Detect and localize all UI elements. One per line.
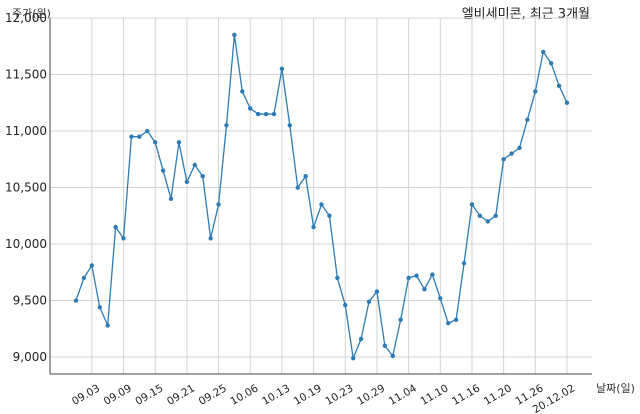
data-point [160,168,166,173]
data-point [279,66,285,72]
data-point [398,317,403,322]
x-tick-label: 11.16 [450,382,482,408]
data-point [248,106,253,111]
data-point [564,100,570,105]
data-point [271,111,277,117]
data-point [548,61,554,66]
y-tick-label: 12,000 [5,11,47,25]
y-tick-label: 9,500 [13,294,47,308]
data-point [533,89,538,94]
data-point [97,305,102,310]
data-point [152,140,158,145]
x-tick-label: 09.21 [165,382,197,407]
x-tick-label: 10.13 [260,382,292,407]
x-tick-label: 10.06 [228,382,260,408]
y-axis-label: 주가(원) [12,7,51,20]
data-point [501,157,506,162]
data-point [232,32,237,38]
y-tick-label: 11,500 [5,68,47,82]
data-point [73,298,79,303]
data-point [81,275,87,281]
x-tick-label: 11.20 [482,382,514,407]
data-point [129,134,134,139]
chart-title: 엘비세미콘, 최근 3개월 [462,7,590,22]
data-point [556,83,562,89]
x-axis-ticks: 09.03 09.09 09.15 09.21 09.25 10.06 10.13 10.19… [70,382,577,414]
data-point [113,224,118,230]
data-point [303,174,308,179]
series-price [73,32,570,361]
data-point [184,179,190,185]
x-tick-label: 09.03 [70,382,102,407]
data-point [240,89,245,94]
y-tick-label: 10,500 [5,181,47,195]
data-point [327,213,332,218]
data-point [406,275,411,281]
data-point [263,111,269,117]
y-axis-ticks: 12,000 11,500 11,000 10,500 10,000 9,500 9,000 [5,11,47,364]
data-point [493,213,498,218]
x-tick-label: 11.04 [387,382,419,408]
y-tick-label: 10,000 [5,237,47,251]
x-tick-label: 09.15 [133,382,165,407]
data-point [208,236,213,241]
x-tick-label: 11.10 [418,382,450,407]
grid [50,17,592,374]
x-tick-label: 10.29 [355,382,387,407]
data-point [461,261,467,266]
data-point [200,174,205,179]
data-point [414,273,419,278]
data-point [255,111,261,117]
data-point [192,162,197,168]
data-point [541,49,546,55]
data-point [105,323,110,328]
y-tick-label: 11,000 [5,124,47,138]
x-tick-label: 09.09 [102,382,134,407]
data-point [121,236,126,241]
data-point [438,296,443,301]
data-point [366,299,372,304]
data-point [469,202,475,207]
data-point [525,117,530,122]
data-point [311,224,316,230]
data-point [477,213,483,218]
y-tick-label: 9,000 [13,350,47,364]
data-point [430,272,435,277]
x-tick-label: 10.23 [323,382,355,407]
data-point [453,317,459,322]
data-point [509,151,514,156]
axes [49,18,592,375]
data-point [446,320,451,326]
data-point [137,134,142,139]
data-point [145,128,150,134]
data-point [422,287,427,292]
data-point [485,219,491,224]
data-point [216,202,221,207]
data-point [168,196,174,202]
series-line [75,34,568,361]
data-point [517,145,522,151]
data-point [335,275,340,281]
data-point [295,185,300,190]
data-point [343,302,348,308]
data-point [382,343,388,348]
x-tick-label: 10.19 [292,382,324,407]
data-point [287,123,293,128]
data-point [224,123,229,128]
data-point [390,353,395,359]
data-point [89,263,95,268]
data-point [350,355,356,361]
data-point [358,336,364,342]
x-axis-label: 날짜(일) [596,381,635,395]
x-tick-label: 09.25 [197,382,229,407]
data-point [374,289,380,294]
data-point [319,202,324,207]
data-point [176,140,182,145]
